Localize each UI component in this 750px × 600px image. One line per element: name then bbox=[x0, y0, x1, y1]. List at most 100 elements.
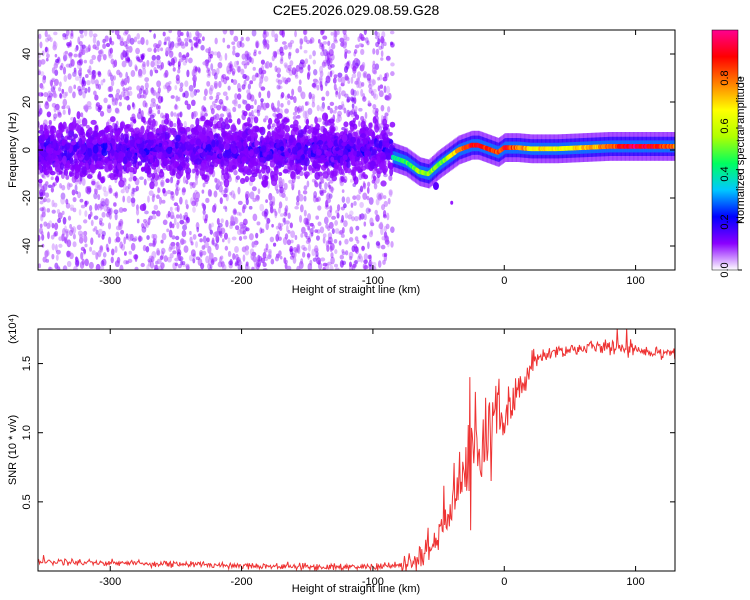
spectrogram-band-point bbox=[340, 175, 345, 183]
spectrogram-noise-point bbox=[242, 99, 245, 104]
spectrogram-band-point bbox=[382, 126, 389, 131]
spectrogram-band-point bbox=[148, 123, 154, 130]
spectrogram-noise-point bbox=[361, 81, 365, 87]
spectrogram-noise-point bbox=[337, 72, 343, 78]
spectrogram-noise-point bbox=[344, 75, 350, 81]
spectrogram-band-point bbox=[142, 116, 146, 124]
spectrogram-noise-point bbox=[175, 214, 180, 219]
spectrogram-noise-point bbox=[377, 193, 382, 201]
spectrogram-noise-point bbox=[377, 38, 381, 45]
spectrogram-noise-point bbox=[214, 230, 219, 237]
spectrogram-noise-point bbox=[315, 215, 320, 220]
spectrogram-noise-point bbox=[350, 202, 354, 208]
spectrogram-noise-point bbox=[151, 233, 155, 239]
spectrogram-noise-point bbox=[377, 85, 381, 92]
spectrogram-noise-point bbox=[60, 196, 66, 205]
spectrogram-noise-point bbox=[70, 30, 74, 37]
spectrogram-band-point bbox=[274, 118, 280, 124]
spectrogram-noise-point bbox=[304, 58, 309, 64]
spectrogram-noise-point bbox=[327, 105, 331, 111]
spectrogram-noise-point bbox=[197, 66, 201, 73]
spectrogram-noise-point bbox=[301, 244, 306, 250]
spectrogram-noise-point bbox=[349, 226, 354, 235]
spectrogram-band-point bbox=[64, 164, 71, 171]
spectrogram-band-point bbox=[132, 175, 137, 182]
spectrogram-band-point bbox=[352, 150, 357, 157]
spectrogram-noise-point bbox=[227, 237, 231, 244]
spectrogram-noise-point bbox=[200, 262, 205, 270]
spectrogram-noise-point bbox=[333, 30, 337, 38]
spectrogram-noise-point bbox=[127, 183, 131, 190]
spectrogram-noise-point bbox=[286, 265, 292, 270]
spectrogram-noise-point bbox=[371, 67, 377, 75]
spectrogram-noise-point bbox=[69, 33, 74, 40]
spectrogram-noise-point bbox=[277, 222, 282, 230]
spectrogram-noise-point bbox=[150, 60, 155, 68]
spectrogram-band-point bbox=[283, 117, 289, 125]
spectrogram-noise-point bbox=[319, 187, 324, 196]
spectrogram-noise-point bbox=[176, 204, 180, 213]
spectrogram-noise-point bbox=[158, 196, 162, 205]
spectrogram-band-point bbox=[151, 172, 156, 179]
spectrogram-noise-point bbox=[173, 202, 179, 207]
spectrogram-noise-point bbox=[232, 208, 237, 216]
spectrogram-noise-point bbox=[242, 218, 248, 226]
spectrogram-noise-point bbox=[147, 47, 153, 53]
spectrogram-noise-point bbox=[355, 225, 360, 231]
spectrogram-noise-point bbox=[272, 50, 278, 58]
spectrogram-band-point bbox=[63, 169, 69, 176]
spectrogram-noise-point bbox=[199, 249, 204, 257]
spectrogram-noise-point bbox=[188, 38, 192, 43]
spectrogram-noise-point bbox=[69, 204, 75, 210]
spectrogram-noise-point bbox=[189, 236, 193, 243]
spectrogram-band-point bbox=[340, 168, 345, 175]
spectrogram-noise-point bbox=[130, 242, 136, 251]
spectrogram-noise-point bbox=[152, 233, 158, 241]
spectrogram-noise-point bbox=[279, 58, 284, 65]
spectrogram-noise-point bbox=[80, 246, 85, 252]
spectrogram-noise-point bbox=[72, 241, 77, 248]
spectrogram-noise-point bbox=[240, 42, 245, 48]
spectrogram-noise-point bbox=[378, 74, 383, 81]
spectrogram-noise-point bbox=[344, 250, 349, 256]
spectrogram-noise-point bbox=[279, 255, 283, 260]
spectrogram-band-point bbox=[95, 163, 100, 169]
spectrogram-noise-point bbox=[38, 110, 41, 117]
spectrogram-band-point bbox=[353, 176, 359, 185]
spectrogram-noise-point bbox=[195, 178, 198, 186]
spectrogram-noise-point bbox=[150, 97, 156, 104]
spectrogram-noise-point bbox=[237, 186, 241, 195]
spectrogram-band-point bbox=[119, 173, 123, 181]
spectrogram-noise-point bbox=[369, 264, 374, 270]
spectrogram-noise-point bbox=[140, 110, 144, 118]
spectrogram-noise-point bbox=[98, 184, 103, 190]
spectrogram-noise-point bbox=[313, 69, 318, 76]
spectrogram-band-point bbox=[237, 140, 242, 150]
spectrogram-noise-point bbox=[306, 180, 310, 188]
spectrogram-noise-point bbox=[123, 236, 126, 245]
spectrogram-noise-point bbox=[233, 209, 237, 214]
spectrogram-noise-point bbox=[200, 110, 204, 116]
spectrogram-noise-point bbox=[157, 211, 161, 217]
spectrogram-band-point bbox=[104, 158, 109, 164]
spectrogram-noise-point bbox=[287, 229, 291, 234]
spectrogram-noise-point bbox=[366, 40, 370, 46]
spectrogram-noise-point bbox=[227, 85, 231, 91]
spectrogram-noise-point bbox=[232, 49, 236, 56]
spectrogram-noise-point bbox=[174, 103, 178, 110]
spectrogram-noise-point bbox=[374, 209, 378, 215]
spectrogram-noise-point bbox=[188, 84, 194, 92]
spectrogram-noise-point bbox=[191, 200, 197, 207]
spectrogram-noise-point bbox=[326, 197, 331, 204]
spectrogram-band-point bbox=[225, 151, 232, 159]
spectrogram-noise-point bbox=[87, 86, 91, 93]
spectrogram-noise-point bbox=[245, 36, 250, 42]
spectrogram-noise-point bbox=[260, 98, 264, 103]
spectrogram-noise-point bbox=[262, 251, 267, 259]
spectrogram-band-point bbox=[289, 134, 294, 144]
spectrogram-noise-point bbox=[222, 238, 225, 243]
spectrogram-noise-point bbox=[98, 203, 102, 209]
spectrogram-band-point bbox=[113, 159, 117, 167]
spectrogram-band-point bbox=[372, 131, 376, 140]
spectrogram-noise-point bbox=[236, 65, 242, 73]
